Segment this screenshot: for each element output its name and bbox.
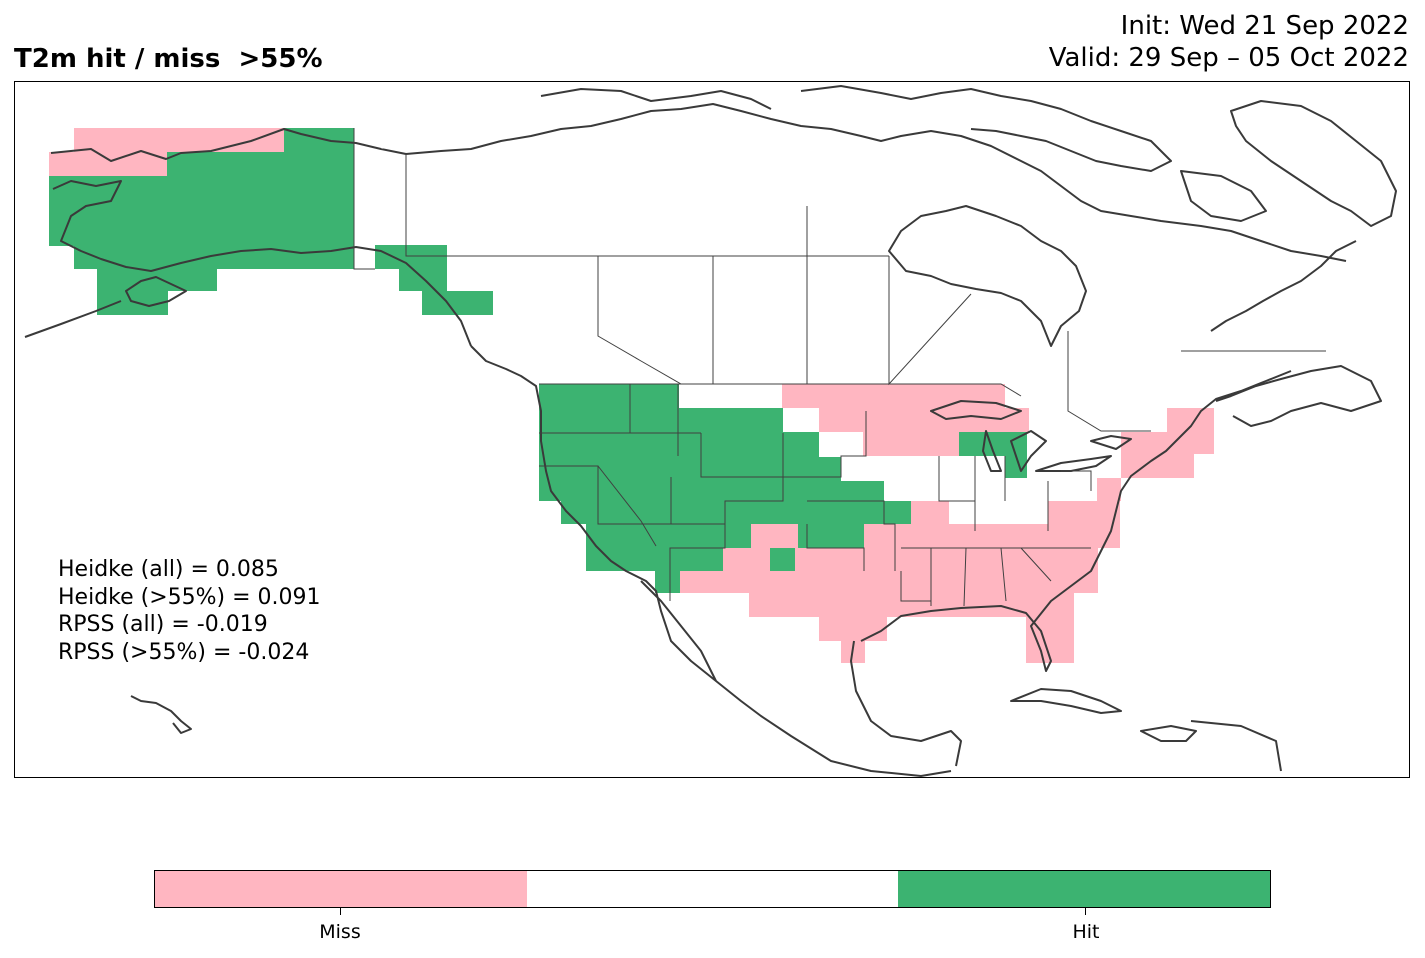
west-coast — [470, 345, 952, 777]
rpss-all: RPSS (all) = -0.019 — [58, 612, 268, 637]
colorbar-label-hit: Hit — [1072, 921, 1100, 943]
colorbar-label-miss: Miss — [319, 921, 361, 943]
map-panel — [14, 81, 1410, 778]
map-title: T2m hit / miss >55% — [14, 44, 323, 74]
colorbar-tick-miss — [340, 907, 341, 915]
political-borders — [353, 128, 1326, 607]
gulf-coast — [850, 370, 1292, 767]
valid-date: Valid: 29 Sep – 05 Oct 2022 — [1048, 43, 1409, 73]
colorbar — [154, 870, 1271, 908]
colorbar-tick-hit — [1085, 907, 1086, 915]
conus-cells — [539, 384, 1214, 663]
hawaii — [130, 695, 192, 734]
caribbean — [1010, 688, 1282, 772]
arctic-coast — [405, 103, 1347, 262]
rpss-55: RPSS (>55%) = -0.024 — [58, 639, 310, 665]
verification-stats: Heidke (all) = 0.085 Heidke (>55%) = 0.0… — [58, 556, 321, 666]
colorbar-neutral-segment — [526, 871, 899, 907]
colorbar-miss-segment — [155, 871, 527, 907]
hudson-bay — [888, 205, 1087, 347]
heidke-55: Heidke (>55%) = 0.091 — [58, 584, 321, 610]
east-canada-coast — [1210, 240, 1382, 427]
north-america-map — [24, 85, 1397, 777]
alaska-coast — [24, 128, 472, 347]
forecast-dates: Init: Wed 21 Sep 2022 Valid: 29 Sep – 05… — [1049, 10, 1409, 74]
init-date: Init: Wed 21 Sep 2022 — [1120, 11, 1409, 41]
alaska-cells — [49, 128, 493, 315]
colorbar-hit-segment — [898, 871, 1271, 907]
great-lakes — [930, 400, 1132, 472]
arctic-islands — [540, 85, 1397, 227]
heidke-all: Heidke (all) = 0.085 — [58, 557, 279, 582]
